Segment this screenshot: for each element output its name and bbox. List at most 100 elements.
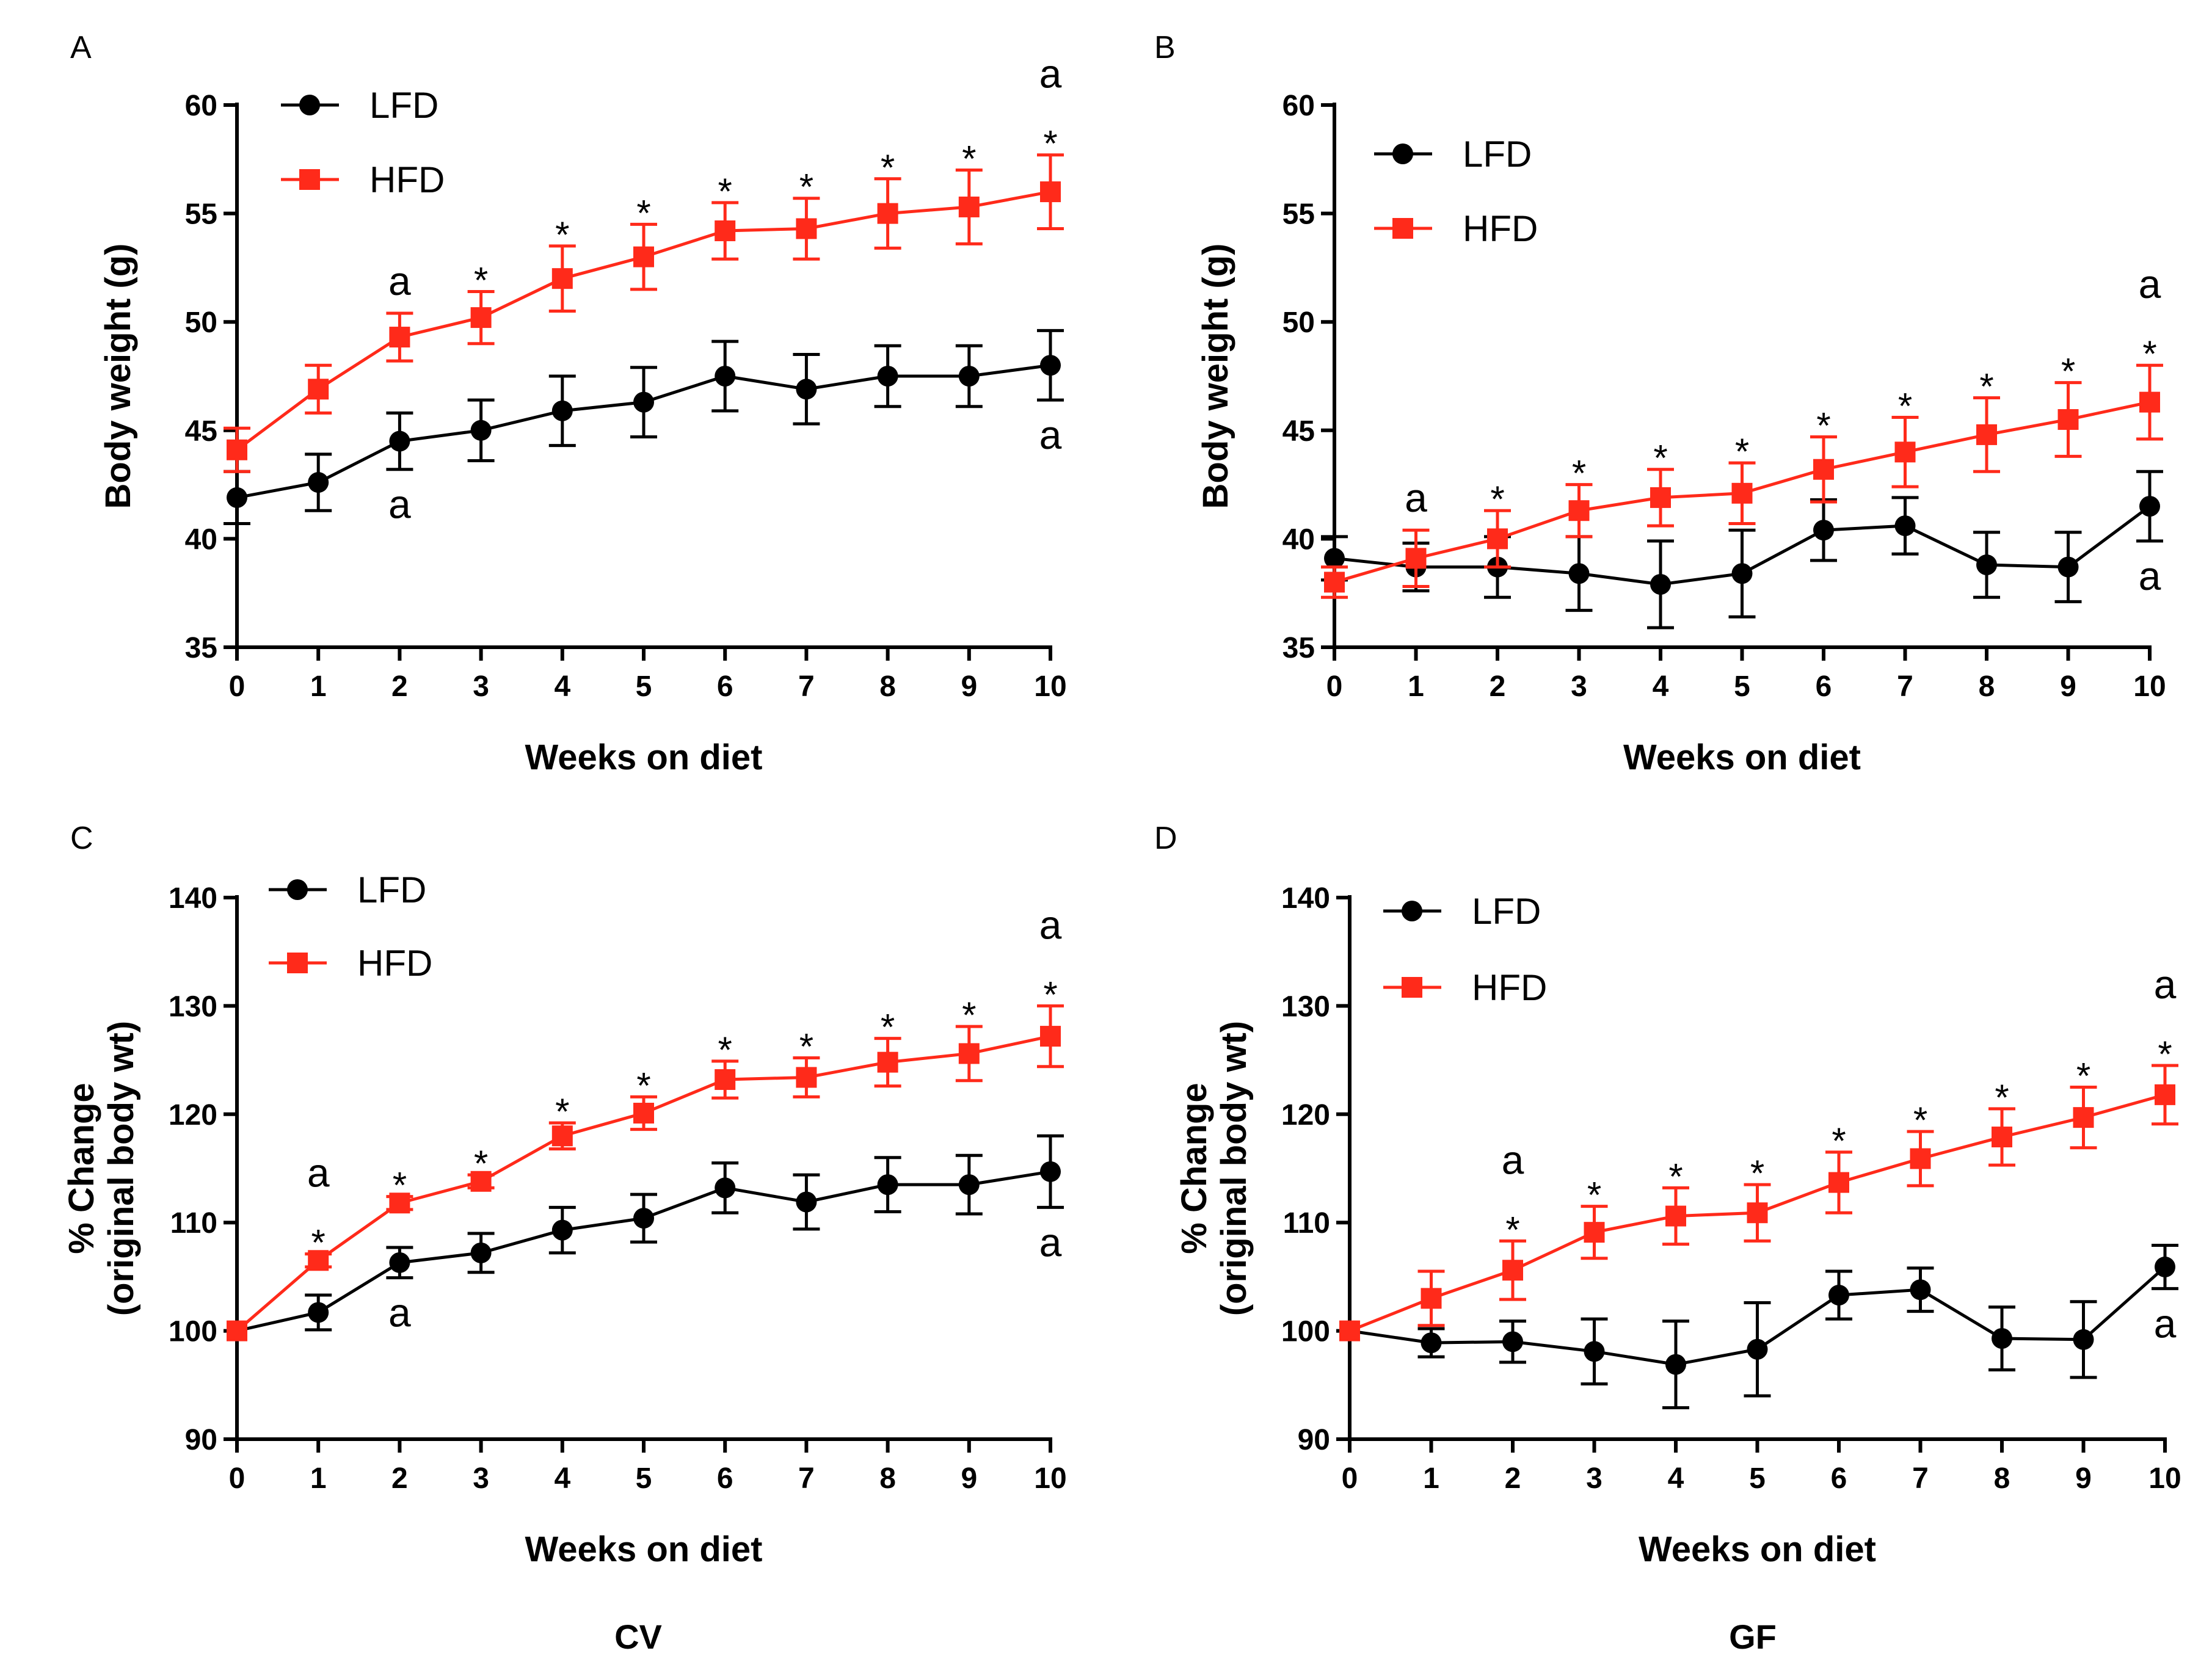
panel-d-hfd-point — [2073, 1107, 2094, 1128]
panel-a-hfd-point — [715, 220, 736, 242]
panel-d-lfd-point — [2155, 1256, 2175, 1277]
panel-c-y-tick-label: 110 — [170, 1207, 217, 1240]
panel-d-lfd-point — [1828, 1285, 1849, 1306]
panel-a-y-tick-label: 60 — [185, 90, 217, 122]
panel-b-significance-label: * — [2142, 333, 2156, 374]
panel-c-x-tick-label: 4 — [554, 1462, 570, 1495]
panel-a-hfd-point — [633, 246, 654, 267]
panel-d-x-tick-label: 9 — [2075, 1462, 2092, 1495]
panel-a-significance-label: * — [636, 192, 650, 233]
panel-c-x-tick-label: 10 — [1034, 1462, 1066, 1495]
panel-a-x-tick-label: 7 — [798, 670, 815, 703]
panel-d-lfd-point — [1421, 1332, 1442, 1354]
panel-b-significance-label: * — [1572, 453, 1586, 494]
panel-b-hfd-point — [1405, 548, 1427, 569]
panel-c-significance-label: * — [962, 995, 976, 1036]
panel-a-lfd-point — [551, 400, 573, 421]
panel-b-significance-label: * — [2061, 351, 2075, 392]
panel-a-significance-label: * — [474, 260, 488, 300]
panel-a-lfd-point — [227, 487, 247, 508]
panel-d-y-tick-label: 140 — [1281, 882, 1330, 915]
panel-c-significance-label: * — [1043, 974, 1057, 1015]
panel-c-x-tick-label: 7 — [798, 1462, 815, 1495]
panel-c-x-tick-label: 3 — [473, 1462, 489, 1495]
panel-b-lfd-point — [2057, 556, 2079, 578]
panel-c-significance-label: a — [1039, 902, 1062, 947]
panel-c-hfd-point — [796, 1067, 817, 1088]
panel-d-lfd-point — [1584, 1341, 1605, 1362]
panel-b-lfd-point — [1894, 515, 1916, 537]
panel-d-hfd-point — [2155, 1084, 2175, 1105]
panel-a-lfd-point — [308, 472, 329, 493]
panel-c-lfd-point — [633, 1208, 654, 1229]
panel-b-hfd-point — [1813, 459, 1834, 480]
panel-d-hfd-point — [1665, 1205, 1686, 1227]
panel-a-x-tick-label: 10 — [1034, 670, 1066, 703]
panel-d-lfd-point — [1502, 1331, 1523, 1352]
panel-d-significance-label: a — [2154, 962, 2177, 1007]
panel-a-lfd-point — [389, 430, 410, 452]
panel-d-x-tick-label: 10 — [2148, 1462, 2181, 1495]
panel-d-significance-label: * — [2158, 1034, 2172, 1075]
panel-c-hfd-point — [551, 1125, 573, 1147]
panel-c-lfd-point — [796, 1191, 817, 1213]
panel-d-hfd-point — [1421, 1288, 1442, 1309]
panel-b-x-tick-label: 6 — [1816, 670, 1832, 703]
panel-a-y-tick-label: 35 — [185, 632, 217, 664]
panel-d-lfd-point — [1747, 1338, 1768, 1360]
panel-a-lfd-point — [877, 366, 898, 387]
panel-c-lfd-point — [1040, 1161, 1061, 1182]
panel-c-legend-hfd-marker — [287, 953, 308, 973]
panel-b-significance-label: * — [1735, 431, 1749, 472]
panel-d-y-tick-label: 130 — [1281, 990, 1330, 1023]
panel-b-hfd-point — [1568, 500, 1590, 521]
panel-b-hfd-point — [2139, 391, 2160, 413]
panel-d-x-tick-label: 3 — [1586, 1462, 1603, 1495]
panel-c-legend-lfd-label: LFD — [357, 869, 426, 910]
panel-a-significance-label: a — [1039, 412, 1062, 457]
panel-d-hfd-point — [1747, 1202, 1768, 1224]
panel-a-hfd-point — [1040, 181, 1061, 203]
panel-c-hfd-point — [715, 1069, 736, 1091]
panel-d-significance-label: * — [1995, 1077, 2009, 1118]
panel-c-hfd-point — [308, 1250, 329, 1271]
panel-b-x-tick-label: 7 — [1897, 670, 1913, 703]
panel-c-lfd-point — [308, 1302, 329, 1323]
panel-c-lfd-point — [551, 1219, 573, 1241]
panel-b-significance-label: * — [1653, 438, 1667, 479]
panel-a-hfd-point — [877, 203, 898, 224]
panel-a-lfd-point — [1040, 355, 1061, 376]
panel-c-x-tick-label: 2 — [391, 1462, 408, 1495]
panel-c-hfd-point — [958, 1043, 980, 1064]
panel-b-x-tick-label: 2 — [1490, 670, 1506, 703]
panel-d-significance-label: a — [1502, 1137, 1524, 1182]
panel-c-legend-lfd-marker — [287, 879, 308, 900]
panel-d-legend-lfd-label: LFD — [1472, 891, 1541, 932]
panel-c-hfd-point — [1040, 1026, 1061, 1047]
panel-a-lfd-point — [470, 419, 492, 441]
panel-a-hfd-point — [470, 307, 492, 329]
panel-c-x-tick-label: 6 — [717, 1462, 733, 1495]
panel-d-x-tick-label: 2 — [1505, 1462, 1521, 1495]
panel-a-x-tick-label: 3 — [473, 670, 489, 703]
panel-c-significance-label: a — [388, 1290, 411, 1335]
panel-d-significance-label: * — [1505, 1209, 1519, 1250]
panel-b-y-tick-label: 60 — [1282, 90, 1315, 122]
panel-a-y-tick-label: 55 — [185, 198, 217, 231]
panel-d-x-tick-label: 5 — [1749, 1462, 1766, 1495]
panel-d-y-tick-label: 110 — [1283, 1207, 1330, 1240]
panel-b-lfd-point — [1976, 554, 1997, 576]
panel-b-legend-hfd-marker — [1392, 218, 1413, 239]
panel-d-x-tick-label: 4 — [1668, 1462, 1684, 1495]
panel-b-legend-lfd-marker — [1392, 143, 1413, 164]
panel-c-significance-label: * — [799, 1026, 813, 1067]
panel-d-significance-label: * — [1750, 1153, 1764, 1194]
panel-a-significance-label: * — [799, 167, 813, 208]
panel-a-significance-label: * — [962, 139, 976, 180]
panel-c-x-tick-label: 1 — [310, 1462, 327, 1495]
panel-a-legend-lfd-marker — [299, 95, 320, 115]
panel-b-x-tick-label: 9 — [2060, 670, 2076, 703]
panel-b-lfd-point — [2139, 496, 2160, 517]
panel-c-legend-hfd-label: HFD — [357, 943, 432, 984]
panel-d-lfd-point — [1910, 1279, 1931, 1301]
